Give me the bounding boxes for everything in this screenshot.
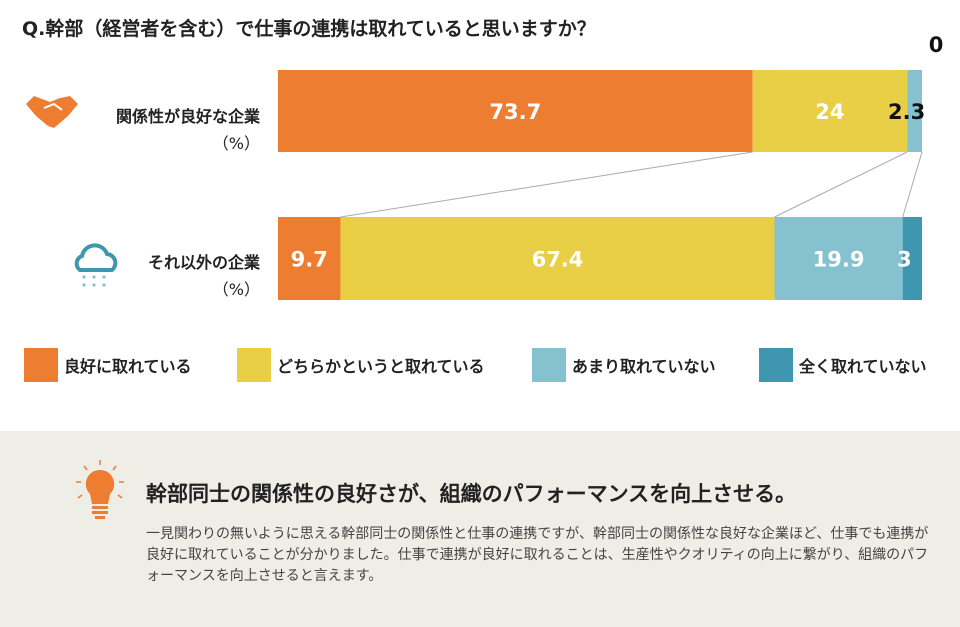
chart-title: Q.幹部（経営者を含む）で仕事の連携は取れていると思いますか？ [22, 18, 596, 40]
legend-swatch [532, 348, 566, 382]
summary-body: 一見関わりの無いように思える幹部同士の関係性と仕事の連携ですが、幹部同士の関係性… [146, 526, 929, 584]
connector-line [340, 151, 753, 218]
legend-swatch [24, 348, 58, 382]
row-unit-other: （%） [212, 280, 260, 299]
legend-label: 全く取れていない [799, 357, 927, 376]
connector-line [902, 151, 923, 218]
connector-line [774, 151, 908, 218]
row-unit-good: （%） [212, 134, 260, 153]
rain-cloud-icon [74, 243, 118, 287]
stacked-bar-chart: 73.7 24 2.3 0 9.7 67.4 19.9 3 [278, 33, 944, 300]
handshake-icon [26, 96, 78, 128]
bar-segment [902, 217, 922, 300]
bar-segment [774, 217, 903, 300]
bar-segment [907, 70, 922, 152]
legend-label: あまり取れていない [572, 357, 716, 376]
lightbulb-icon [76, 460, 124, 519]
data-label: 24 [815, 100, 844, 124]
bar-segment [278, 70, 753, 152]
legend-label: 良好に取れている [64, 357, 192, 376]
bar-segment [752, 70, 908, 152]
data-label: 3 [897, 248, 912, 272]
legend-item-1: どちらかというと取れている [237, 348, 485, 382]
summary-headline: 幹部同士の関係性の良好さが、組織のパフォーマンスを向上させる。 [146, 482, 797, 506]
bar-segment [278, 217, 341, 300]
row-label-other: それ以外の企業 [147, 253, 260, 272]
bar-segment [340, 217, 775, 300]
legend-item-0: 良好に取れている [24, 348, 192, 382]
data-label: 73.7 [489, 100, 541, 124]
legend-label: どちらかというと取れている [277, 357, 485, 376]
summary-panel [0, 431, 960, 627]
legend-item-3: 全く取れていない [759, 348, 927, 382]
legend-item-2: あまり取れていない [532, 348, 716, 382]
data-label: 67.4 [532, 248, 584, 272]
data-label: 0 [929, 33, 944, 57]
data-label: 9.7 [291, 248, 328, 272]
row-label-good: 関係性が良好な企業 [115, 107, 260, 126]
legend-swatch [759, 348, 793, 382]
data-label: 2.3 [888, 100, 925, 124]
legend-swatch [237, 348, 271, 382]
data-label: 19.9 [813, 248, 865, 272]
